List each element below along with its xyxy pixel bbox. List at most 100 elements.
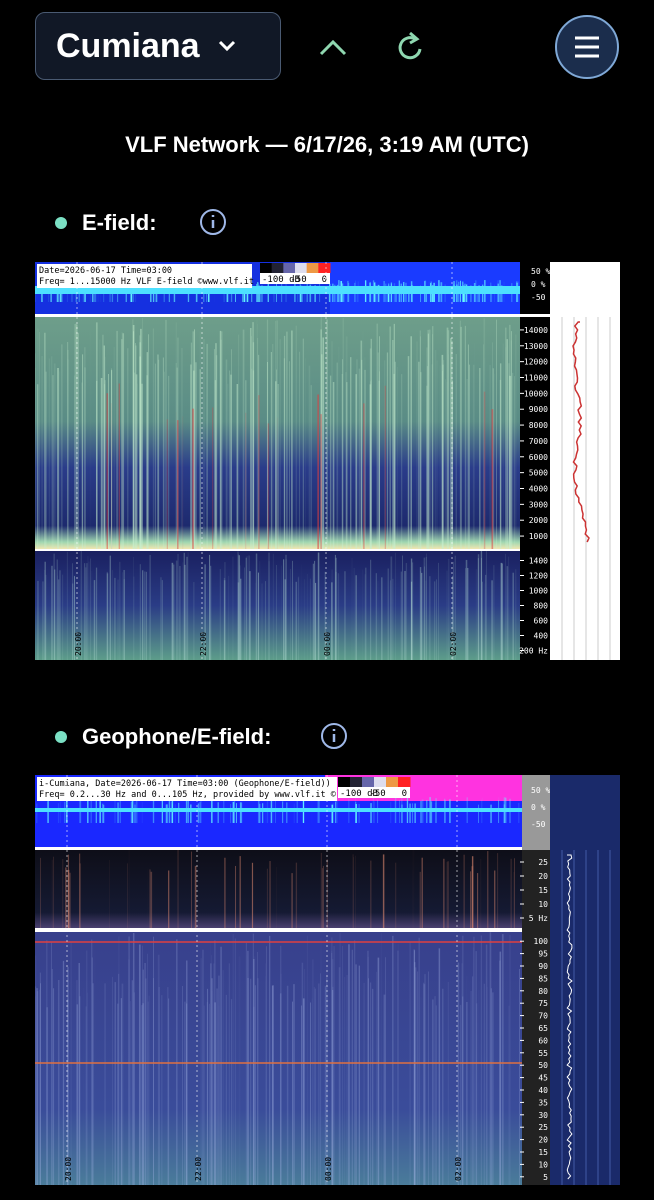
profile-panel bbox=[550, 317, 620, 660]
freq-tick-label: 100 bbox=[534, 937, 549, 946]
freq-tick-label: 15 bbox=[538, 886, 548, 895]
page-title: VLF Network — 6/17/26, 3:19 AM (UTC) bbox=[125, 132, 529, 157]
spectrogram-high bbox=[35, 317, 520, 549]
colorbar-segment bbox=[283, 263, 296, 273]
colorbar-segment bbox=[271, 263, 284, 273]
colorbar-label: 0 bbox=[322, 275, 327, 285]
info-button[interactable] bbox=[319, 721, 349, 751]
freq-tick-label: 35 bbox=[538, 1098, 548, 1107]
freq-tick-label: 14000 bbox=[524, 326, 548, 335]
freq-tick-label: 2000 bbox=[529, 516, 548, 525]
freq-tick-label: 7000 bbox=[529, 437, 548, 446]
colorbar-label: -50 bbox=[369, 789, 385, 799]
freq-tick-label: 50 bbox=[538, 1061, 548, 1070]
colorbar-segment bbox=[398, 777, 411, 787]
colorbar-segment bbox=[362, 777, 375, 787]
time-tick-label: 22:00 bbox=[194, 1157, 203, 1181]
status-dot bbox=[55, 731, 67, 743]
caption-line: i-Cumiana, Date=2026-06-17 Time=03:00 (G… bbox=[39, 779, 331, 789]
freq-tick-label: 6000 bbox=[529, 453, 548, 462]
percent-tick-label: 50 % bbox=[531, 267, 550, 276]
freq-tick-label: 600 bbox=[534, 617, 549, 626]
percent-tick-label: -50 % bbox=[531, 293, 555, 302]
colorbar-segment bbox=[260, 263, 273, 273]
time-tick-label: 20:00 bbox=[64, 1157, 73, 1181]
amplitude-baseline bbox=[35, 286, 520, 294]
freq-tick-label: 10000 bbox=[524, 389, 548, 398]
freq-tick-label: 70 bbox=[538, 1012, 548, 1021]
freq-tick-label: 13000 bbox=[524, 342, 548, 351]
caption-line: Freq= 1...15000 Hz VLF E-field ©www.vlf.… bbox=[39, 277, 254, 287]
freq-tick-label: 20 bbox=[538, 872, 548, 881]
freq-tick-label: 200 Hz bbox=[519, 647, 548, 656]
caption-bg bbox=[37, 264, 252, 288]
colorbar-label-bg bbox=[260, 273, 330, 284]
freq-tick-label: 20 bbox=[538, 1136, 548, 1145]
freq-tick-label: 8000 bbox=[529, 421, 548, 430]
collapse-button[interactable] bbox=[315, 30, 355, 64]
colorbar-segment bbox=[318, 263, 331, 273]
freq-tick-label: 30 bbox=[538, 1111, 548, 1120]
freq-tick-label: 5 Hz bbox=[529, 914, 548, 923]
time-tick-label: 00:00 bbox=[323, 632, 332, 656]
freq-tick-label: 800 bbox=[534, 602, 549, 611]
colorbar-segment bbox=[338, 777, 351, 787]
spectrogram-low bbox=[35, 551, 520, 660]
time-tick-label: 22:00 bbox=[199, 632, 208, 656]
freq-tick-label: 90 bbox=[538, 962, 548, 971]
percent-tick-label: 50 % bbox=[531, 786, 550, 795]
freq-tick-label: 95 bbox=[538, 950, 548, 959]
menu-button[interactable] bbox=[554, 14, 620, 80]
freq-tick-label: 10 bbox=[538, 1160, 548, 1169]
time-tick-label: 02:00 bbox=[449, 632, 458, 656]
freq-tick-label: 9000 bbox=[529, 405, 548, 414]
colorbar-segment bbox=[374, 777, 387, 787]
amplitude-baseline bbox=[35, 808, 522, 812]
caption-line: Freq= 0.2...30 Hz and 0...105 Hz, provid… bbox=[39, 790, 337, 800]
freq-tick-label: 10 bbox=[538, 900, 548, 909]
percent-tick-label: 0 % bbox=[531, 803, 546, 812]
status-dot bbox=[55, 217, 67, 229]
freq-tick-label: 25 bbox=[538, 858, 548, 867]
colorbar-segment bbox=[386, 777, 399, 787]
colorbar-label-bg bbox=[338, 787, 410, 798]
freq-tick-label: 55 bbox=[538, 1049, 548, 1058]
freq-tick-label: 65 bbox=[538, 1024, 548, 1033]
caption-bg bbox=[37, 777, 337, 801]
freq-tick-label: 12000 bbox=[524, 358, 548, 367]
spectrogram-image[interactable]: i-Cumiana, Date=2026-06-17 Time=03:00 (G… bbox=[35, 775, 620, 1185]
colorbar-segment bbox=[295, 263, 308, 273]
freq-tick-label: 60 bbox=[538, 1036, 548, 1045]
caption-line: Date=2026-06-17 Time=03:00 bbox=[39, 266, 172, 276]
colorbar-label: -100 dB bbox=[262, 275, 300, 285]
info-button[interactable] bbox=[198, 207, 228, 237]
time-tick-label: 20:00 bbox=[74, 632, 83, 656]
colorbar-segment bbox=[350, 777, 363, 787]
time-tick-label: 02:00 bbox=[454, 1157, 463, 1181]
freq-tick-label: 5000 bbox=[529, 469, 548, 478]
location-select[interactable]: Cumiana bbox=[35, 12, 281, 80]
percent-tick-label: -50 % bbox=[531, 820, 555, 829]
profile-line bbox=[566, 854, 573, 1180]
freq-tick-label: 40 bbox=[538, 1086, 548, 1095]
spectrogram-geophone bbox=[35, 850, 522, 928]
freq-tick-label: 75 bbox=[538, 999, 548, 1008]
freq-tick-label: 1400 bbox=[529, 557, 548, 566]
freq-tick-label: 1000 bbox=[529, 532, 548, 541]
freq-tick-label: 1000 bbox=[529, 587, 548, 596]
refresh-button[interactable] bbox=[393, 28, 429, 66]
freq-tick-label: 400 bbox=[534, 632, 549, 641]
freq-tick-label: 15 bbox=[538, 1148, 548, 1157]
freq-tick-label: 1200 bbox=[529, 572, 548, 581]
spectrogram-efield bbox=[35, 932, 522, 1185]
dropdown-icon bbox=[218, 40, 235, 52]
freq-tick-label: 85 bbox=[538, 974, 548, 983]
colorbar-segment bbox=[306, 263, 319, 273]
freq-tick-label: 80 bbox=[538, 987, 548, 996]
location-name: Cumiana bbox=[56, 26, 200, 65]
right-axis-dark bbox=[522, 850, 550, 1185]
percent-axis bbox=[520, 262, 550, 314]
freq-tick-label: 3000 bbox=[529, 500, 548, 509]
